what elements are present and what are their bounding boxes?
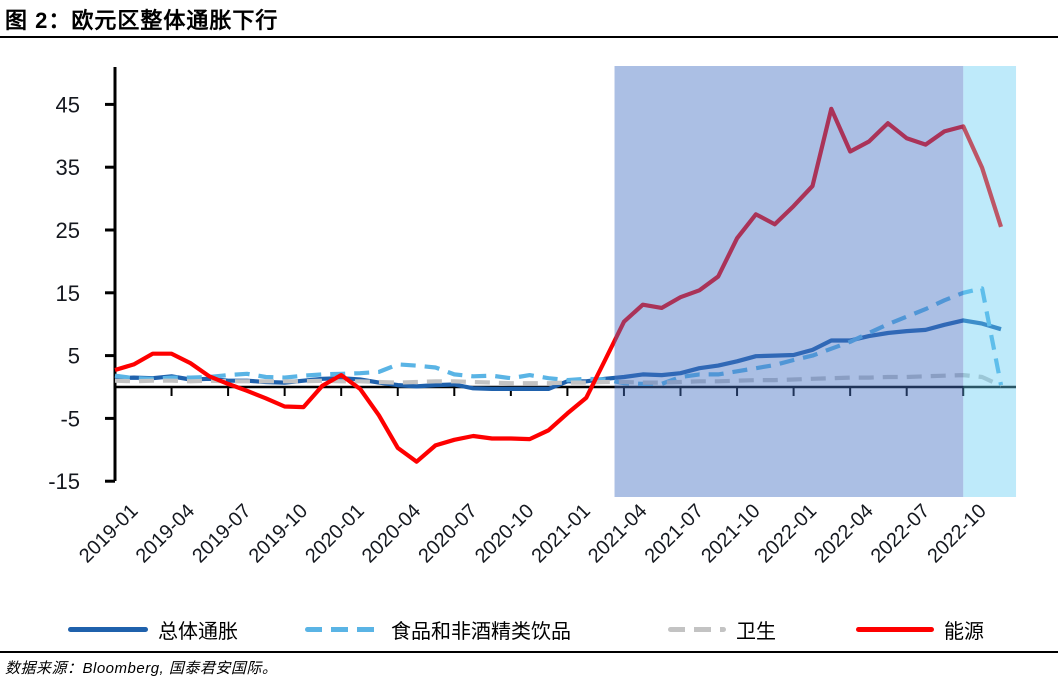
- x-tick-label: 2022-10: [923, 500, 990, 567]
- energy-line-swatch: [856, 626, 934, 632]
- axes: [105, 67, 1016, 483]
- series-line-1: [114, 286, 1004, 386]
- y-tick-label: 5: [68, 344, 80, 369]
- health-line-swatch: [668, 626, 726, 632]
- x-tick-label: 2020-04: [358, 500, 425, 567]
- y-axis-labels: -15 -5 5 15 25 35 45: [48, 92, 80, 494]
- inflation-line-chart: -15 -5 5 15 25 35 45 2019-01 2019-04 2019-07 2019-…: [0, 38, 1058, 608]
- legend-item-health: 卫生: [668, 614, 776, 644]
- x-tick-label: 2019-01: [75, 500, 142, 567]
- food-line-swatch: [305, 626, 381, 632]
- chart-legend: 总体通胀 食品和非酒精类饮品 卫生 能源: [0, 614, 1058, 644]
- y-tick-label: 15: [56, 281, 80, 306]
- y-tick-label: -5: [60, 406, 80, 431]
- title-divider: [0, 36, 1058, 38]
- y-tick-label: 25: [56, 218, 80, 243]
- figure-title: 图 2：欧元区整体通胀下行: [5, 8, 279, 33]
- headline-line-swatch: [68, 626, 148, 632]
- x-tick-label: 2021-07: [641, 500, 708, 567]
- y-tick-label: 45: [56, 92, 80, 117]
- x-tick-label: 2022-01: [754, 500, 821, 567]
- y-tick-label: 35: [56, 155, 80, 180]
- legend-item-headline: 总体通胀: [68, 614, 238, 644]
- legend-item-food: 食品和非酒精类饮品: [305, 614, 571, 644]
- legend-label-headline: 总体通胀: [158, 620, 238, 643]
- x-tick-label: 2022-07: [867, 500, 934, 567]
- x-tick-label: 2019-07: [188, 500, 255, 567]
- x-tick-label: 2020-10: [471, 500, 538, 567]
- y-tick-label: -15: [48, 469, 80, 494]
- x-tick-label: 2020-01: [301, 500, 368, 567]
- legend-label-food: 食品和非酒精类饮品: [391, 620, 571, 643]
- shaded-region-2: [963, 66, 1017, 497]
- legend-item-energy: 能源: [856, 614, 984, 644]
- x-tick-label: 2021-10: [697, 500, 764, 567]
- legend-label-energy: 能源: [944, 620, 984, 643]
- x-tick-label: 2021-04: [584, 500, 651, 567]
- x-tick-label: 2021-01: [527, 500, 594, 567]
- x-tick-label: 2019-10: [245, 500, 312, 567]
- legend-label-health: 卫生: [736, 620, 776, 643]
- series-line-2: [114, 373, 1002, 388]
- x-axis-labels: 2019-012019-042019-072019-102020-012020-…: [75, 500, 991, 567]
- series-line-3: [114, 106, 1004, 464]
- x-tick-label: 2020-07: [414, 500, 481, 567]
- series-lines: [114, 106, 1004, 464]
- footer-divider: [0, 651, 1058, 653]
- x-tick-label: 2019-04: [132, 500, 199, 567]
- chart-canvas: -15 -5 5 15 25 35 45 2019-012019-042019-072019-…: [48, 66, 1017, 567]
- x-tick-label: 2022-04: [810, 500, 877, 567]
- shaded-region-1: [614, 66, 964, 497]
- data-source-note: 数据来源：Bloomberg, 国泰君安国际。: [5, 660, 278, 677]
